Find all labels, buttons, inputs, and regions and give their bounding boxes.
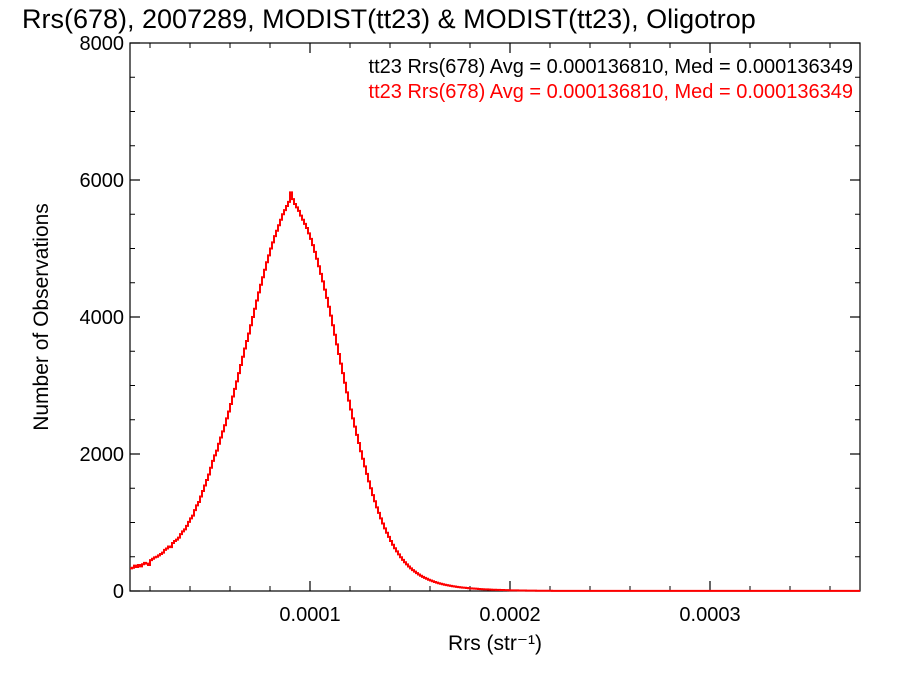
histogram-series-0	[130, 191, 860, 592]
y-tick-labels: 0 2000 4000 6000 8000	[80, 33, 125, 603]
x-tick-label: 0.0001	[279, 604, 340, 626]
series-layer	[130, 191, 860, 592]
y-tick-label: 0	[113, 581, 124, 603]
x-axis-label: Rrs (str⁻¹)	[448, 632, 542, 655]
y-tick-label: 4000	[80, 307, 125, 329]
x-tick-label: 0.0003	[679, 604, 740, 626]
plot-frame	[129, 42, 861, 592]
y-axis-label: Number of Observations	[30, 203, 53, 431]
annotation-stats-red: tt23 Rrs(678) Avg = 0.000136810, Med = 0…	[369, 81, 853, 103]
x-tick-label: 0.0002	[479, 604, 540, 626]
plot-box	[129, 42, 861, 592]
y-tick-label: 6000	[80, 170, 125, 192]
annotation-stats-black: tt23 Rrs(678) Avg = 0.000136810, Med = 0…	[369, 56, 853, 78]
y-tick-label: 2000	[80, 444, 125, 466]
y-tick-label: 8000	[80, 33, 125, 55]
tick-marks	[130, 42, 860, 592]
chart-title: Rrs(678), 2007289, MODIST(tt23) & MODIST…	[22, 4, 756, 34]
x-tick-labels: 0.0001 0.0002 0.0003	[279, 604, 740, 626]
